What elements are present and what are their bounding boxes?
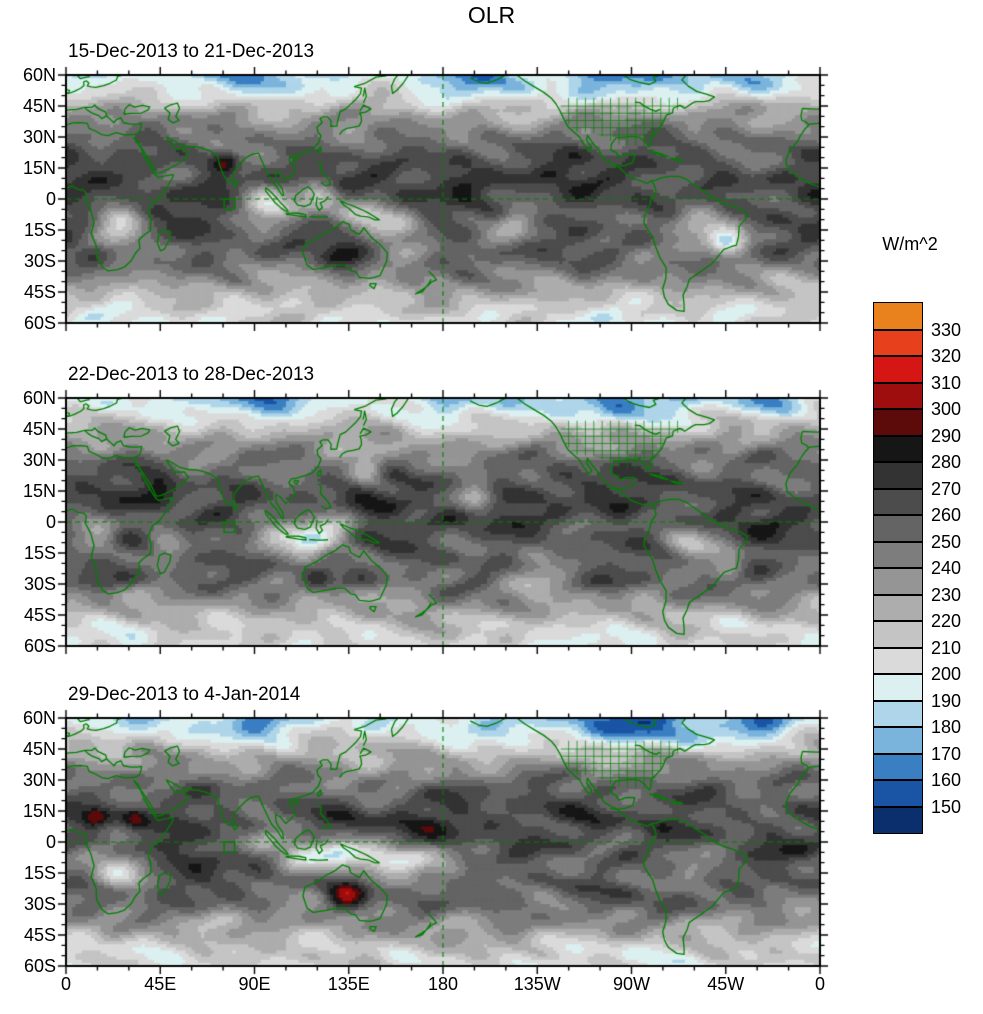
lat-tick-label: 60N [22, 708, 56, 728]
colorbar-cell [873, 408, 923, 437]
lat-tick-label: 0 [45, 512, 56, 532]
lat-tick-label: 15N [22, 481, 56, 501]
colorbar-tick-label: 190 [931, 690, 962, 711]
lat-tick-label: 30N [22, 770, 56, 790]
lon-tick-label: 45E [144, 974, 177, 994]
panel-title-1: 15-Dec-2013 to 21-Dec-2013 [68, 41, 315, 62]
lat-tick-label: 45N [22, 739, 56, 759]
colorbar-units-label: W/m^2 [882, 234, 938, 254]
lat-tick-label: 0 [45, 189, 56, 209]
lon-tick-label: 0 [814, 974, 826, 994]
colorbar-cell [873, 381, 923, 410]
colorbar-cell [873, 726, 923, 755]
lon-tick-label: 180 [427, 974, 459, 994]
colorbar-cell [873, 514, 923, 543]
lat-tick-label: 45N [22, 96, 56, 116]
colorbar-cell [873, 620, 923, 649]
lon-tick-label: 90W [612, 974, 651, 994]
colorbar-cell [873, 434, 923, 463]
colorbar-tick-label: 200 [931, 664, 962, 684]
colorbar-tick-label: 150 [931, 796, 962, 817]
lat-tick-label: 15S [23, 863, 56, 883]
lat-tick-label: 60S [23, 313, 56, 333]
lat-tick-label: 15S [23, 220, 56, 240]
colorbar-tick-label: 310 [931, 372, 962, 393]
lat-tick-label: 30S [23, 574, 56, 594]
map-panel-1 [52, 61, 834, 337]
colorbar-tick-label: 330 [931, 319, 962, 340]
colorbar-cell [873, 328, 923, 357]
colorbar-cell [873, 646, 923, 675]
colorbar-tick-label: 240 [931, 558, 962, 578]
lat-tick-label: 30N [22, 127, 56, 147]
colorbar-cell [873, 699, 923, 728]
colorbar-cell [873, 805, 923, 834]
colorbar-cell [873, 752, 923, 781]
colorbar-tick-label: 280 [931, 452, 962, 472]
lon-tick-label: 45W [707, 974, 745, 994]
lat-tick-label: 45S [23, 605, 56, 625]
colorbar-cell [873, 593, 923, 622]
lat-tick-label: 15N [22, 158, 56, 178]
lat-tick-label: 30S [23, 894, 56, 914]
lon-tick-label: 135W [513, 974, 561, 994]
lon-tick-label: 0 [60, 974, 72, 994]
colorbar [873, 302, 923, 834]
colorbar-cell [873, 302, 923, 331]
lat-tick-label: 30S [23, 251, 56, 271]
colorbar-tick-label: 270 [931, 478, 962, 499]
lat-tick-label: 45N [22, 419, 56, 439]
colorbar-tick-label: 210 [931, 637, 962, 658]
lat-tick-label: 15S [23, 543, 56, 563]
colorbar-tick-label: 320 [931, 346, 962, 366]
map-panel-2 [52, 384, 834, 660]
colorbar-tick-label: 160 [931, 770, 962, 790]
lon-tick-label: 90E [238, 974, 271, 994]
colorbar-cell [873, 487, 923, 516]
colorbar-cell [873, 355, 923, 384]
colorbar-cell [873, 461, 923, 490]
colorbar-cell [873, 779, 923, 808]
colorbar-tick-label: 250 [931, 531, 962, 552]
colorbar-cell [873, 673, 923, 702]
colorbar-cell [873, 540, 923, 569]
panel-title-3: 29-Dec-2013 to 4-Jan-2014 [68, 684, 301, 705]
colorbar-tick-label: 290 [931, 425, 962, 446]
colorbar-tick-label: 300 [931, 399, 962, 419]
lat-tick-label: 60N [22, 388, 56, 408]
colorbar-tick-label: 180 [931, 717, 962, 737]
panel-title-2: 22-Dec-2013 to 28-Dec-2013 [68, 364, 315, 385]
lat-tick-label: 30N [22, 450, 56, 470]
lat-tick-label: 60S [23, 956, 56, 976]
colorbar-cell [873, 567, 923, 596]
lat-tick-label: 45S [23, 925, 56, 945]
lat-tick-label: 15N [22, 801, 56, 821]
colorbar-tick-label: 230 [931, 584, 962, 605]
colorbar-tick-label: 260 [931, 505, 962, 525]
lon-tick-label: 135E [327, 974, 370, 994]
lat-tick-label: 45S [23, 282, 56, 302]
colorbar-tick-label: 220 [931, 611, 962, 631]
colorbar-tick-label: 170 [931, 743, 962, 764]
figure-title: OLR [467, 2, 516, 28]
lat-tick-label: 0 [45, 832, 56, 852]
map-panel-3 [52, 704, 834, 980]
lat-tick-label: 60N [22, 65, 56, 85]
lat-tick-label: 60S [23, 636, 56, 656]
